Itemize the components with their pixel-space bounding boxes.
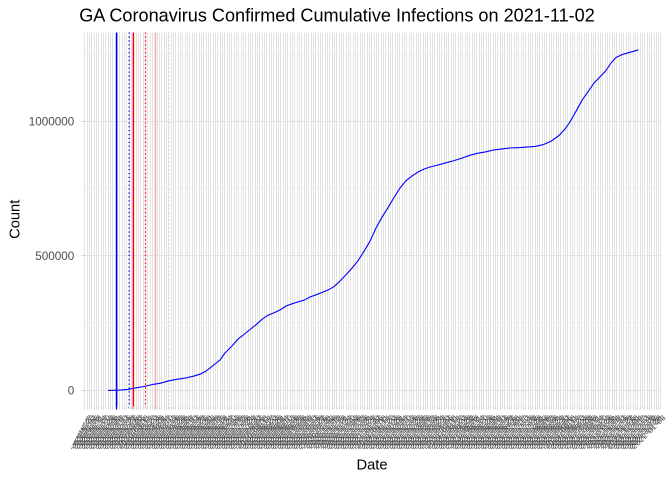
svg-text:GA Coronavirus Confirmed Cumul: GA Coronavirus Confirmed Cumulative Infe… — [79, 5, 595, 25]
svg-text:Count: Count — [8, 200, 24, 239]
svg-text:0: 0 — [68, 385, 75, 398]
svg-text:1000000: 1000000 — [29, 116, 75, 129]
svg-text:Date: Date — [356, 458, 387, 474]
svg-text:500000: 500000 — [35, 250, 75, 263]
